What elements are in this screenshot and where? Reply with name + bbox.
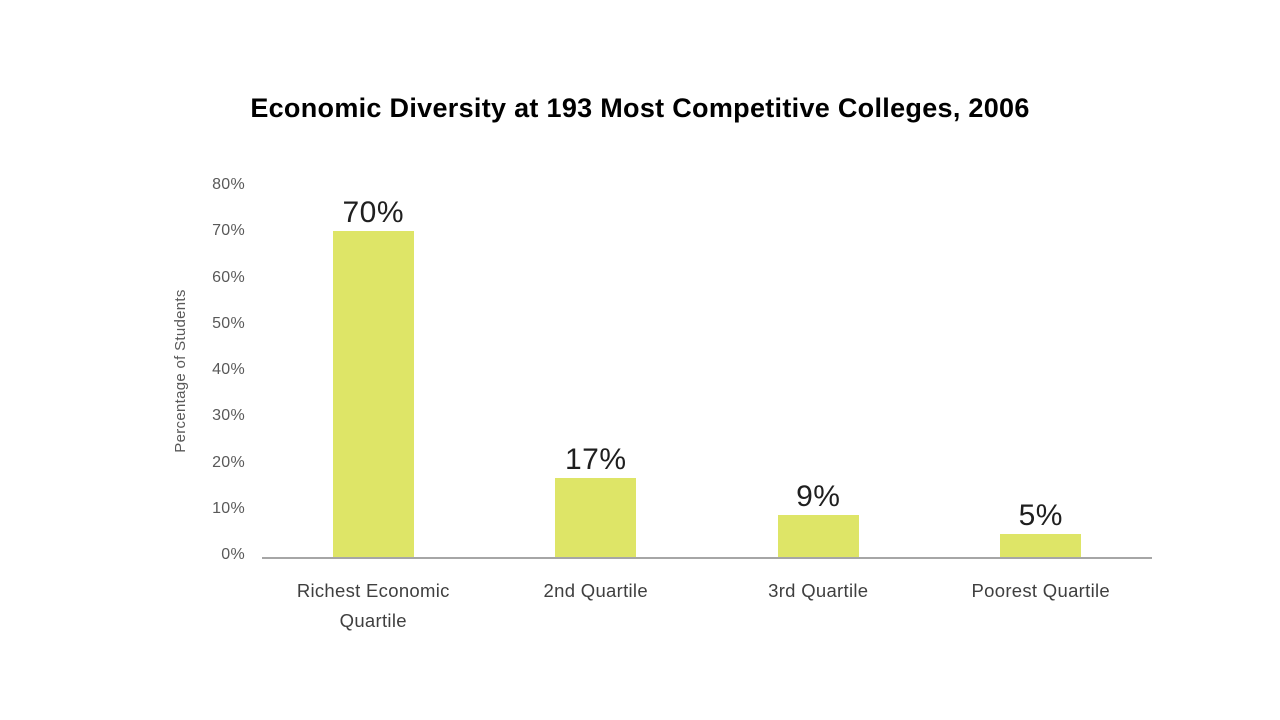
y-tick-label-40: 40%: [212, 361, 245, 378]
category-label-3rd-quartile: 3rd Quartile: [768, 580, 869, 601]
y-tick-label-10: 10%: [212, 499, 245, 517]
bar-value-label: 17%: [564, 443, 627, 476]
y-tick-label-80: 80%: [212, 176, 245, 193]
category-label-richest-economic-quartile: Richest Economic Quartile: [296, 580, 450, 631]
y-tick-label-70: 70%: [212, 222, 245, 240]
y-tick-label-20: 20%: [212, 453, 245, 471]
x-axis-line: [262, 557, 1152, 559]
bar-column-3rd-quartile: 9%: [707, 185, 930, 557]
category-label-poorest-quartile: Poorest Quartile: [971, 580, 1110, 601]
bar-poorest-quartile: [1000, 534, 1082, 557]
category-label-2nd-quartile: 2nd Quartile: [543, 580, 648, 601]
bar-value-label: 70%: [342, 196, 405, 229]
bar-column-2nd-quartile: 17%: [485, 185, 708, 557]
bar-value-label: 9%: [796, 480, 841, 513]
bar-column-poorest-quartile: 5%: [930, 185, 1153, 557]
x-axis-category-labels: Richest Economic Quartile 2nd Quartile 3rd…: [262, 576, 1152, 636]
bar-richest-economic-quartile: [332, 231, 414, 557]
chart-title: Economic Diversity at 193 Most Competiti…: [250, 93, 1030, 123]
bar-value-label: 5%: [1018, 499, 1063, 532]
plot-area: 70% 17% 9% 5%: [262, 185, 1152, 557]
y-tick-label-30: 30%: [212, 407, 245, 425]
y-tick-label-0: 0%: [221, 546, 245, 563]
bar-3rd-quartile: [777, 515, 859, 557]
bar-2nd-quartile: [555, 478, 637, 557]
y-tick-label-50: 50%: [212, 314, 245, 332]
y-tick-label-60: 60%: [212, 268, 245, 286]
bar-column-richest-economic-quartile: 70%: [262, 185, 485, 557]
